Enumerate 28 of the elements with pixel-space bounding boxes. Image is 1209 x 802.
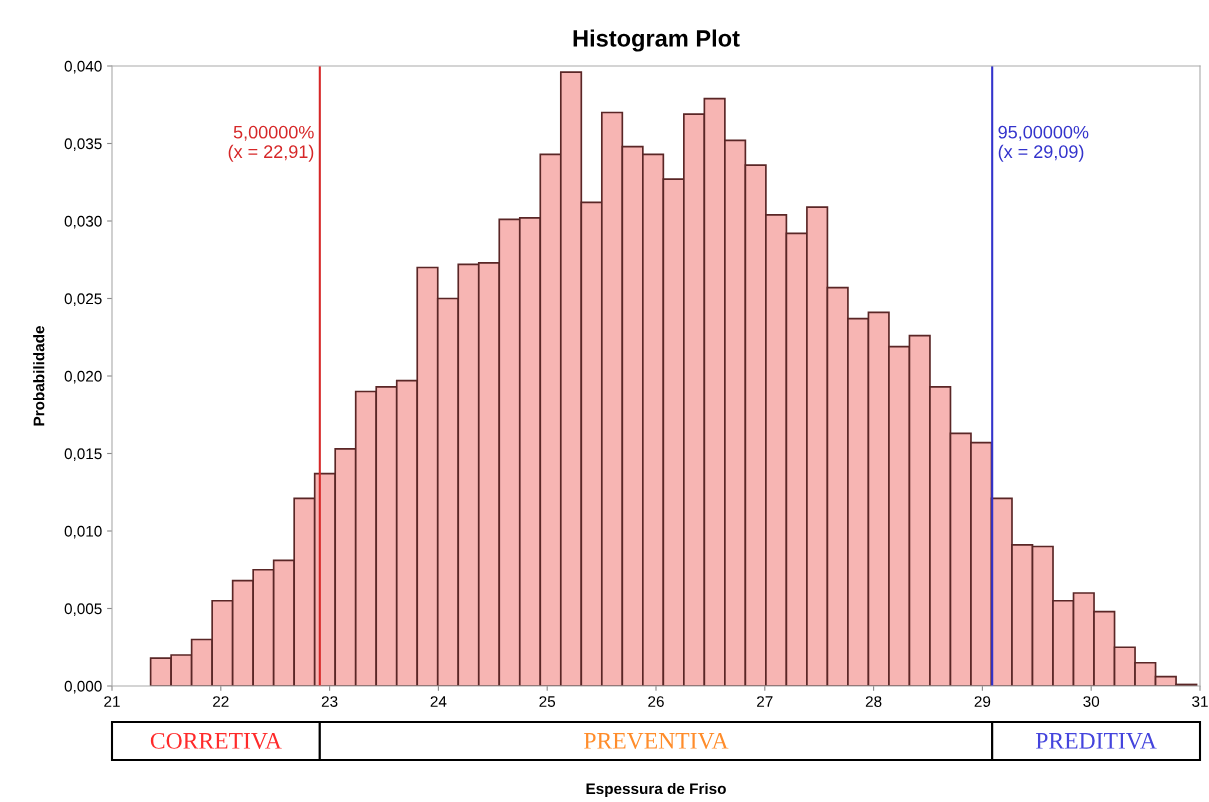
y-tick-label: 0,005 (64, 603, 102, 616)
x-tick-label: 29 (974, 696, 991, 707)
y-tick-label: 0,030 (64, 215, 102, 229)
x-tick-label: 22 (213, 696, 229, 707)
y-tick-label: 0,020 (64, 370, 102, 384)
y-tick-label: 0,040 (64, 60, 102, 74)
y-axis-title: Probabilidade (33, 326, 45, 426)
x-tick-label: 27 (757, 696, 773, 707)
y-tick-label: 0,015 (64, 448, 102, 461)
x-tick-label: 21 (104, 696, 120, 707)
y-tick-label: 0,010 (64, 525, 102, 539)
text: PREVENTIVA (584, 732, 729, 749)
x-tick-label: 23 (321, 696, 338, 707)
text: PREDITIVA (1035, 732, 1157, 749)
text: CORRETIVA (150, 732, 282, 749)
x-tick-label: 26 (648, 696, 664, 707)
ref-line-label: 5,00000% (x = 22,91) (228, 125, 314, 162)
x-axis-title: Espessura de Friso (586, 782, 726, 798)
x-tick-label: 30 (1083, 696, 1100, 707)
ref-line-label: 95,00000% (x = 29,09) (998, 125, 1089, 162)
x-tick-label: 31 (1192, 696, 1208, 707)
y-tick-label: 0,025 (64, 293, 102, 306)
x-tick-label: 25 (539, 696, 556, 707)
y-tick-label: 0,035 (64, 138, 102, 151)
chart-title: Histogram Plot (573, 29, 740, 52)
x-tick-label: 28 (865, 696, 882, 707)
x-tick-label: 24 (430, 696, 447, 707)
y-tick-label: 0,000 (64, 680, 102, 694)
